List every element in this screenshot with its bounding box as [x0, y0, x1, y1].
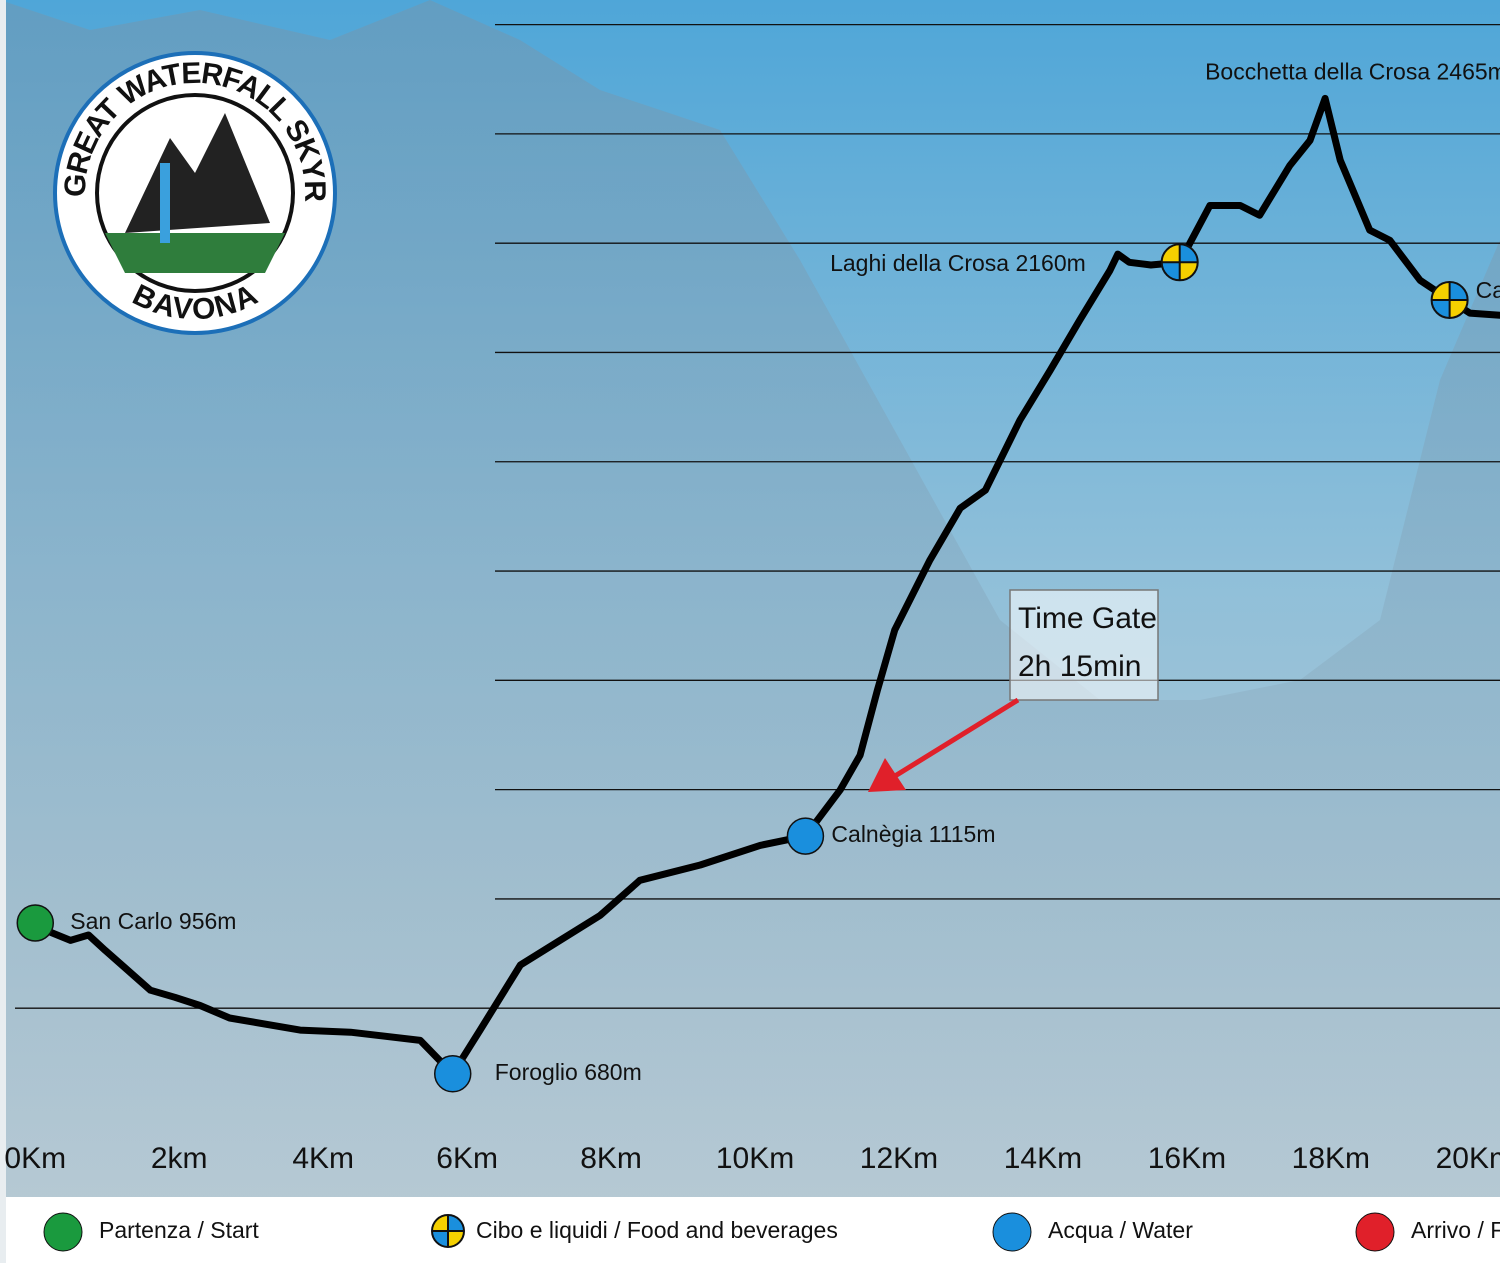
chart: THE GREAT WATERFALL SKYRACE BAVONA 0Km 2k… — [0, 0, 1500, 1263]
marker-dot — [435, 1056, 471, 1092]
x-tick-label: 0Km — [4, 1142, 66, 1175]
edge — [0, 0, 6, 1263]
legend-swatch — [993, 1213, 1031, 1251]
marker — [435, 1056, 471, 1092]
waypoint-label: Calnègia 1115m — [831, 821, 995, 847]
waypoint-label: Foroglio 680m — [495, 1059, 642, 1085]
annotation-text: 2h 15min — [1018, 650, 1141, 683]
marker — [17, 905, 53, 941]
legend-item: Cibo e liquidi / Food and beverages — [432, 1215, 838, 1247]
logo-trees — [105, 233, 285, 273]
marker-dot — [17, 905, 53, 941]
x-tick-label: 16Km — [1148, 1142, 1226, 1175]
waypoint-label: San Carlo 956m — [70, 908, 236, 934]
marker — [1432, 282, 1468, 318]
marker — [1162, 244, 1198, 280]
x-tick-label: 18Km — [1292, 1142, 1370, 1175]
legend-swatch — [1356, 1213, 1394, 1251]
marker — [787, 818, 823, 854]
legend-swatch — [44, 1213, 82, 1251]
legend-label: Arrivo / Finish — [1411, 1217, 1500, 1243]
legend-label: Acqua / Water — [1048, 1217, 1193, 1243]
waypoint-label: Laghi della Crosa 2160m — [830, 250, 1086, 276]
x-tick-label: 6Km — [436, 1142, 498, 1175]
x-tick-label: 12Km — [860, 1142, 938, 1175]
x-tick-label: 8Km — [580, 1142, 642, 1175]
logo: THE GREAT WATERFALL SKYRACE BAVONA — [55, 53, 335, 333]
x-tick-label: 4Km — [292, 1142, 354, 1175]
waypoint-label: Bocchetta della Crosa 2465m — [1205, 58, 1500, 84]
x-tick-label: 2km — [151, 1142, 208, 1175]
legend-label: Partenza / Start — [99, 1217, 259, 1243]
annotation-text: Time Gate — [1018, 602, 1157, 635]
marker-dot — [787, 818, 823, 854]
logo-waterfall — [160, 163, 170, 243]
x-tick-label: 20Km — [1436, 1142, 1500, 1175]
x-tick-label: 14Km — [1004, 1142, 1082, 1175]
legend-label: Cibo e liquidi / Food and beverages — [476, 1217, 838, 1243]
x-tick-label: 10Km — [716, 1142, 794, 1175]
waypoint-label: Ca — [1476, 277, 1500, 303]
